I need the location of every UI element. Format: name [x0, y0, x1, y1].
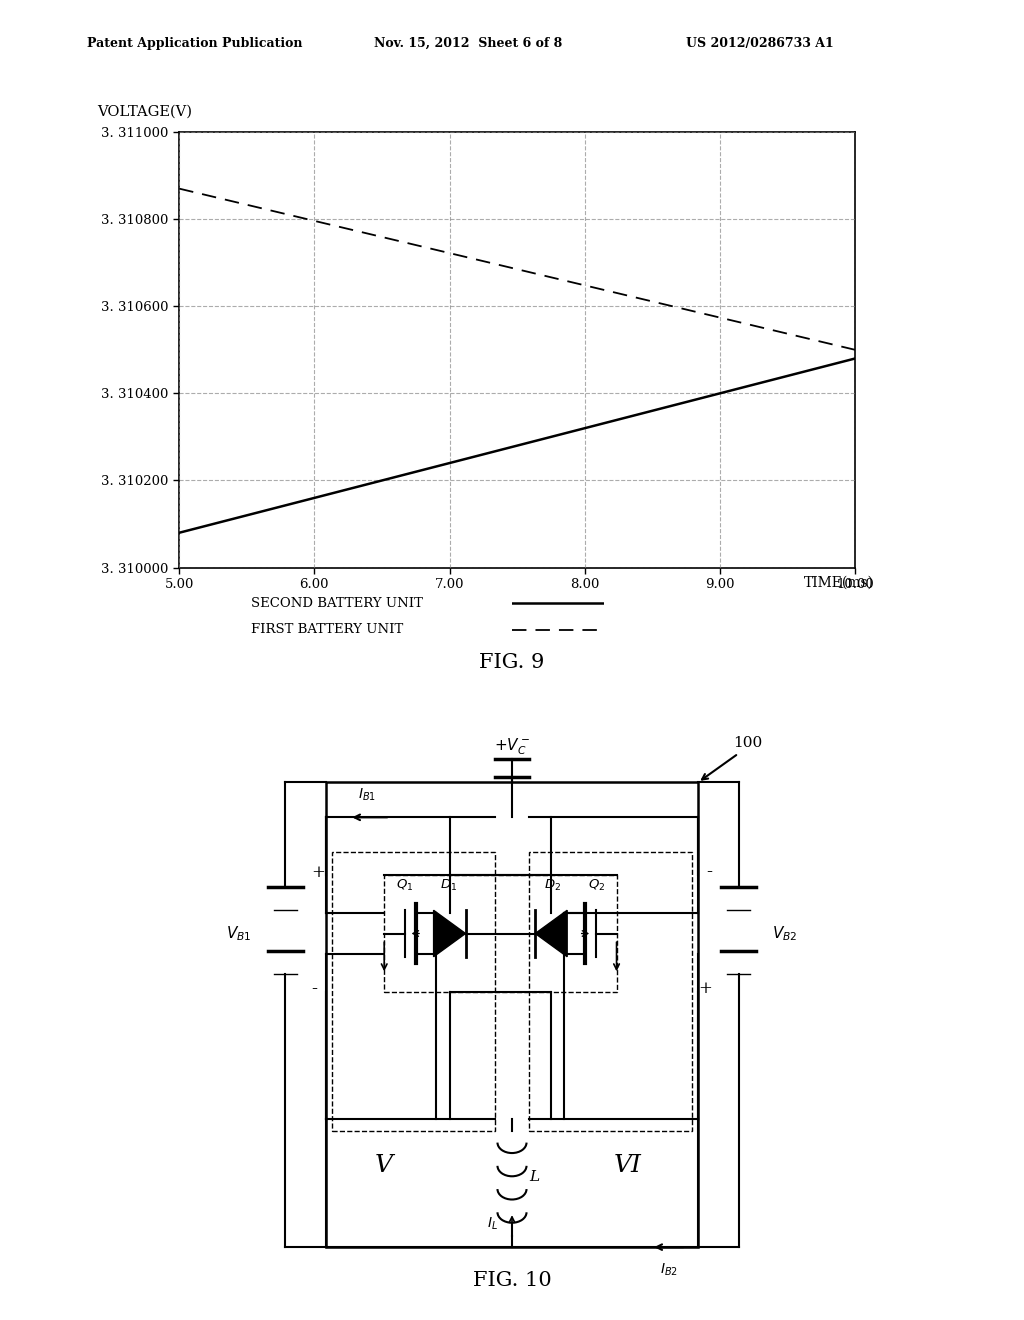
- Bar: [384, 875, 616, 991]
- Text: $+V_C^-$: $+V_C^-$: [494, 737, 530, 756]
- Text: $Q_1$: $Q_1$: [396, 878, 414, 892]
- Text: FIRST BATTERY UNIT: FIRST BATTERY UNIT: [251, 623, 403, 636]
- Text: VI: VI: [614, 1154, 642, 1177]
- Text: +: +: [311, 865, 326, 882]
- Text: SECOND BATTERY UNIT: SECOND BATTERY UNIT: [251, 597, 423, 610]
- Text: $I_L$: $I_L$: [486, 1216, 498, 1232]
- Text: FIG. 10: FIG. 10: [473, 1271, 551, 1290]
- Text: $I_{B2}$: $I_{B2}$: [659, 1262, 678, 1278]
- Text: $V_{B2}$: $V_{B2}$: [772, 924, 798, 942]
- Text: VOLTAGE(V): VOLTAGE(V): [97, 104, 193, 119]
- Polygon shape: [536, 911, 567, 957]
- Text: TIME(ms): TIME(ms): [804, 576, 873, 590]
- Text: +: +: [698, 979, 713, 997]
- Text: $Q_2$: $Q_2$: [588, 878, 605, 892]
- Text: FIG. 9: FIG. 9: [479, 653, 545, 672]
- Polygon shape: [433, 911, 466, 957]
- Text: $D_2$: $D_2$: [544, 878, 561, 892]
- Bar: [332, 853, 495, 1131]
- Bar: [529, 853, 692, 1131]
- Text: Nov. 15, 2012  Sheet 6 of 8: Nov. 15, 2012 Sheet 6 of 8: [374, 37, 562, 50]
- Text: US 2012/0286733 A1: US 2012/0286733 A1: [686, 37, 834, 50]
- Text: V: V: [375, 1154, 393, 1177]
- Text: Patent Application Publication: Patent Application Publication: [87, 37, 302, 50]
- Text: $D_1$: $D_1$: [439, 878, 457, 892]
- Text: -: -: [311, 979, 317, 998]
- Text: -: -: [707, 863, 713, 882]
- Text: 100: 100: [733, 737, 762, 750]
- Text: $I_{B1}$: $I_{B1}$: [357, 787, 376, 803]
- Text: $V_{B1}$: $V_{B1}$: [226, 924, 252, 942]
- Text: L: L: [529, 1171, 540, 1184]
- Bar: [326, 783, 698, 1247]
